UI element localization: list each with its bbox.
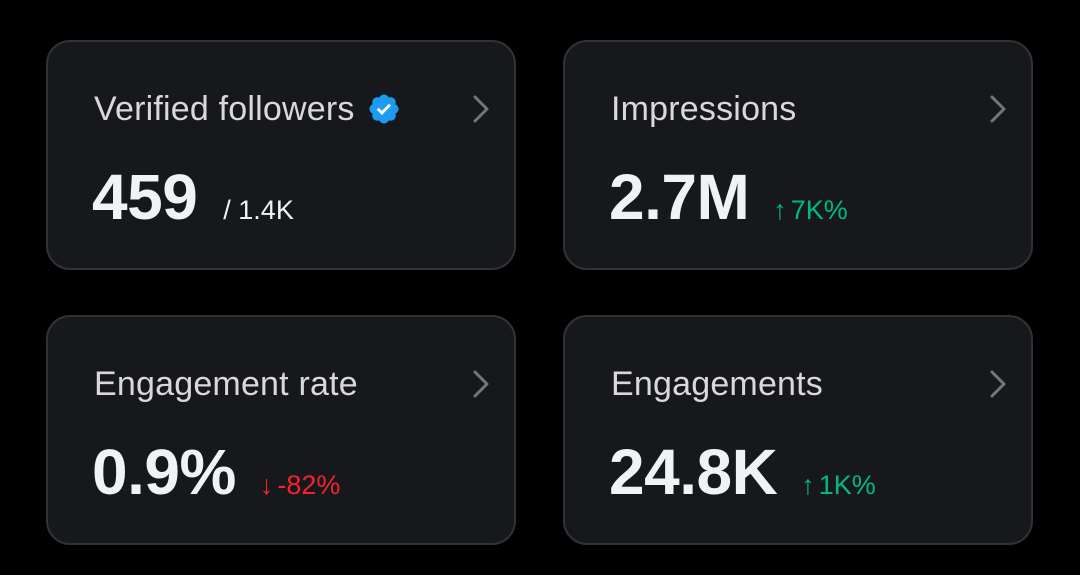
metric-change-value: 1K% [818, 470, 876, 500]
metric-change-value: 7K% [790, 195, 848, 225]
chevron-right-icon [473, 95, 489, 123]
verified-badge-icon [369, 94, 399, 124]
card-title: Verified followers [94, 89, 355, 128]
arrow-up-icon: ↑ [801, 470, 815, 500]
chevron-right-icon [990, 370, 1006, 398]
arrow-up-icon: ↑ [773, 195, 787, 225]
metric-value: 459 [92, 161, 198, 233]
engagement-rate-card[interactable]: Engagement rate 0.9% ↓ -82% [46, 315, 516, 545]
metric-change: ↑ 7K% [773, 195, 848, 226]
metric-value: 24.8K [609, 436, 778, 508]
impressions-card[interactable]: Impressions 2.7M ↑ 7K% [563, 40, 1033, 270]
card-title: Engagements [611, 364, 824, 403]
metric-total: / 1.4K [223, 195, 294, 225]
card-title-row: Engagements [611, 361, 823, 407]
metric-change: ↓ -82% [260, 470, 341, 501]
chevron-right-icon [990, 95, 1006, 123]
card-title: Engagement rate [94, 364, 358, 403]
metric-value-row: 459 / 1.4K [92, 160, 294, 234]
card-title: Impressions [611, 89, 797, 128]
metric-value-row: 0.9% ↓ -82% [92, 435, 340, 509]
metric-value-row: 2.7M ↑ 7K% [609, 160, 848, 234]
metric-value: 2.7M [609, 161, 750, 233]
metric-value: 0.9% [92, 436, 236, 508]
metric-value-row: 24.8K ↑ 1K% [609, 435, 876, 509]
arrow-down-icon: ↓ [259, 470, 274, 500]
verified-followers-card[interactable]: Verified followers 459 / 1.4K [46, 40, 516, 270]
metric-change: ↑ 1K% [801, 470, 876, 501]
card-title-row: Verified followers [94, 86, 401, 132]
metric-change-value: -82% [277, 470, 341, 500]
card-title-row: Impressions [611, 86, 796, 132]
card-title-row: Engagement rate [94, 361, 358, 407]
chevron-right-icon [473, 370, 489, 398]
engagements-card[interactable]: Engagements 24.8K ↑ 1K% [563, 315, 1033, 545]
